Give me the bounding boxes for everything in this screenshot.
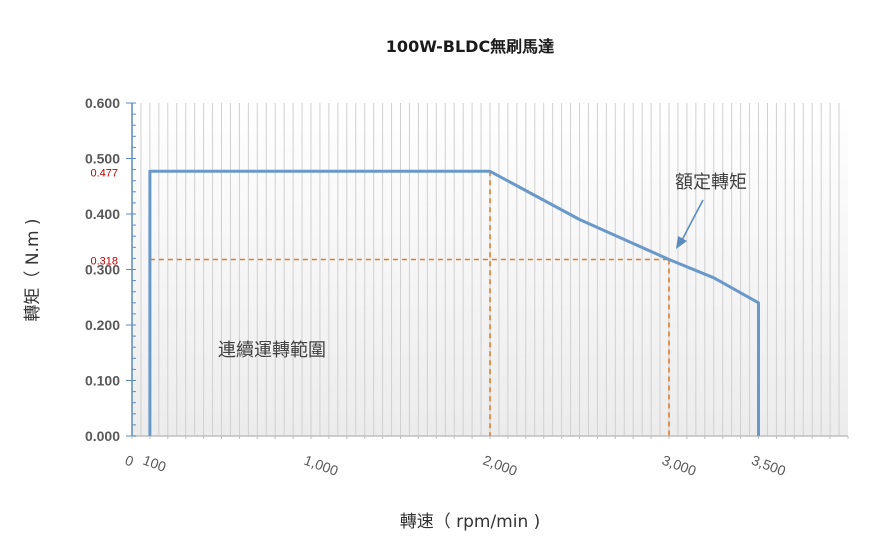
annotation-rated-torque: 額定轉矩: [675, 172, 747, 193]
y-tick-label-6: 0.600: [85, 95, 120, 111]
y-tick-label-2: 0.200: [85, 317, 120, 333]
marked-value-1: 0.318: [90, 256, 118, 268]
x-tick-labels: 0 100 1,000 2,000 3,000 3,500: [123, 436, 849, 479]
x-tick-label-0: 0: [123, 452, 136, 470]
marked-value-0: 0.477: [90, 167, 118, 179]
y-tick-label-1: 0.100: [85, 373, 120, 389]
y-tick-labels: 0.000 0.100 0.200 0.300 0.400 0.500 0.600: [85, 95, 136, 444]
series-layer: [148, 169, 760, 436]
series-line-0: [148, 169, 760, 436]
y-tick-label-4: 0.400: [85, 206, 120, 222]
x-tick-label-1: 100: [141, 452, 169, 475]
annotation-arrow-line: [681, 199, 704, 241]
x-tick-label-5: 3,500: [749, 452, 788, 479]
marked-values: 0.477 0.318: [90, 167, 118, 267]
x-axis-label: 轉速（ rpm/min ): [400, 512, 541, 532]
y-tick-label-0: 0.000: [85, 428, 120, 444]
y-axis-label: 轉矩（ N.m ): [23, 218, 43, 321]
annotation-continuous-range: 連續運轉範圍: [218, 340, 326, 361]
x-tick-label-4: 3,000: [660, 452, 699, 479]
chart-title: 100W-BLDC無刷馬達: [386, 37, 554, 56]
reference-lines: [149, 171, 670, 436]
grid-lines: [140, 103, 840, 436]
y-tick-label-3: 0.300: [85, 262, 120, 278]
y-tick-label-5: 0.500: [85, 151, 120, 167]
x-tick-label-2: 1,000: [302, 452, 341, 479]
x-tick-label-3: 2,000: [481, 452, 520, 479]
annotation-arrow-head: [676, 236, 687, 249]
